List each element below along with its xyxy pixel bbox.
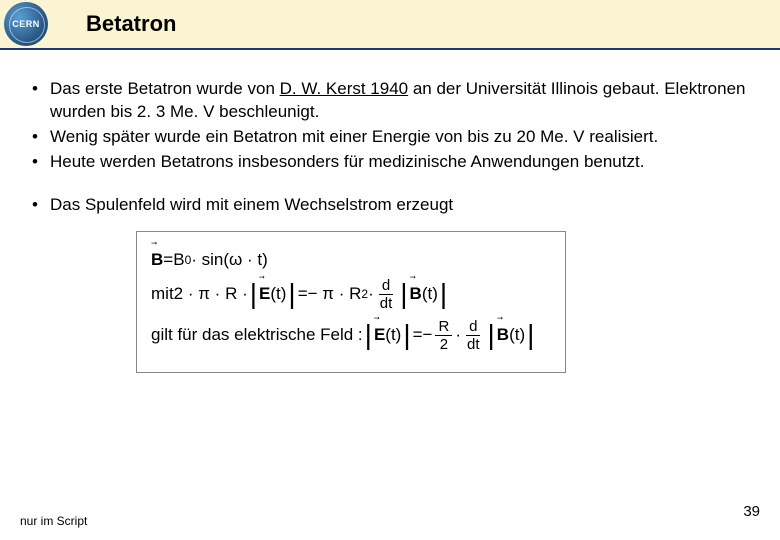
cern-logo: CERN: [4, 2, 48, 46]
formula-box: B = B0 · sin(ω · t) mit 2 · π · R · | E …: [136, 231, 566, 373]
footer-note: nur im Script: [20, 514, 87, 528]
bullet-list-2: Das Spulenfeld wird mit einem Wechselstr…: [26, 194, 754, 217]
l3-minus: −: [423, 325, 433, 345]
frac-den: dt: [377, 295, 396, 311]
fraction-ddt: d dt: [377, 278, 396, 311]
fraction-R2: R 2: [435, 319, 452, 352]
frac-num: R: [435, 319, 452, 336]
formula-line-3: gilt für das elektrische Feld : | E (t) …: [151, 319, 551, 352]
B0-sub: 0: [185, 253, 192, 267]
abs-bar-icon: |: [527, 324, 534, 346]
frac-num: d: [466, 319, 480, 336]
l3-targ: (t): [385, 325, 401, 345]
bullet-1-pre: Das erste Betatron wurde von: [50, 79, 280, 98]
l2-sup: 2: [361, 287, 368, 301]
slide-title: Betatron: [86, 11, 176, 37]
frac-num: d: [379, 278, 393, 295]
l3-dot: ·: [455, 325, 461, 345]
l3-prefix: gilt für das elektrische Feld :: [151, 325, 363, 345]
l2-prefix: mit: [151, 284, 174, 304]
bullet-2: Wenig später wurde ein Betatron mit eine…: [26, 126, 754, 149]
abs-bar-icon: |: [403, 324, 410, 346]
abs-bar-icon: |: [250, 283, 257, 305]
B0-base: B: [173, 250, 184, 270]
l2-dot: ·: [368, 284, 374, 304]
vector-B: B: [497, 325, 509, 345]
abs-bar-icon: |: [400, 283, 407, 305]
l2-targ2: (t): [422, 284, 438, 304]
page-number: 39: [743, 503, 760, 520]
bullet-1: Das erste Betatron wurde von D. W. Kerst…: [26, 78, 754, 124]
l2-rhs-coef: − π · R: [308, 284, 362, 304]
frac-den: dt: [464, 336, 483, 352]
vector-B: B: [151, 250, 163, 270]
l2-targ: (t): [270, 284, 286, 304]
bullet-list: Das erste Betatron wurde von D. W. Kerst…: [26, 78, 754, 174]
vector-E: E: [374, 325, 385, 345]
l2-coef: 2 · π · R ·: [174, 284, 248, 304]
frac-den: 2: [437, 336, 451, 352]
vector-B: B: [410, 284, 422, 304]
l3-targ2: (t): [509, 325, 525, 345]
fraction-ddt: d dt: [464, 319, 483, 352]
slide-header: CERN Betatron: [0, 0, 780, 48]
abs-bar-icon: |: [488, 324, 495, 346]
l3-eq: =: [413, 325, 423, 345]
l2-eq: =: [298, 284, 308, 304]
formula-line-2: mit 2 · π · R · | E (t) | = − π · R2 · d…: [151, 278, 551, 311]
bullet-4: Das Spulenfeld wird mit einem Wechselstr…: [26, 194, 754, 217]
abs-bar-icon: |: [440, 283, 447, 305]
bullet-1-underlined: D. W. Kerst 1940: [280, 79, 409, 98]
formula-line-1: B = B0 · sin(ω · t): [151, 250, 551, 270]
vector-E: E: [259, 284, 270, 304]
abs-bar-icon: |: [288, 283, 295, 305]
slide-content: Das erste Betatron wurde von D. W. Kerst…: [0, 50, 780, 373]
eq-sign: =: [163, 250, 173, 270]
bullet-3: Heute werden Betatrons insbesonders für …: [26, 151, 754, 174]
abs-bar-icon: |: [365, 324, 372, 346]
logo-text: CERN: [12, 19, 40, 29]
sin-term: · sin(ω · t): [191, 250, 268, 270]
